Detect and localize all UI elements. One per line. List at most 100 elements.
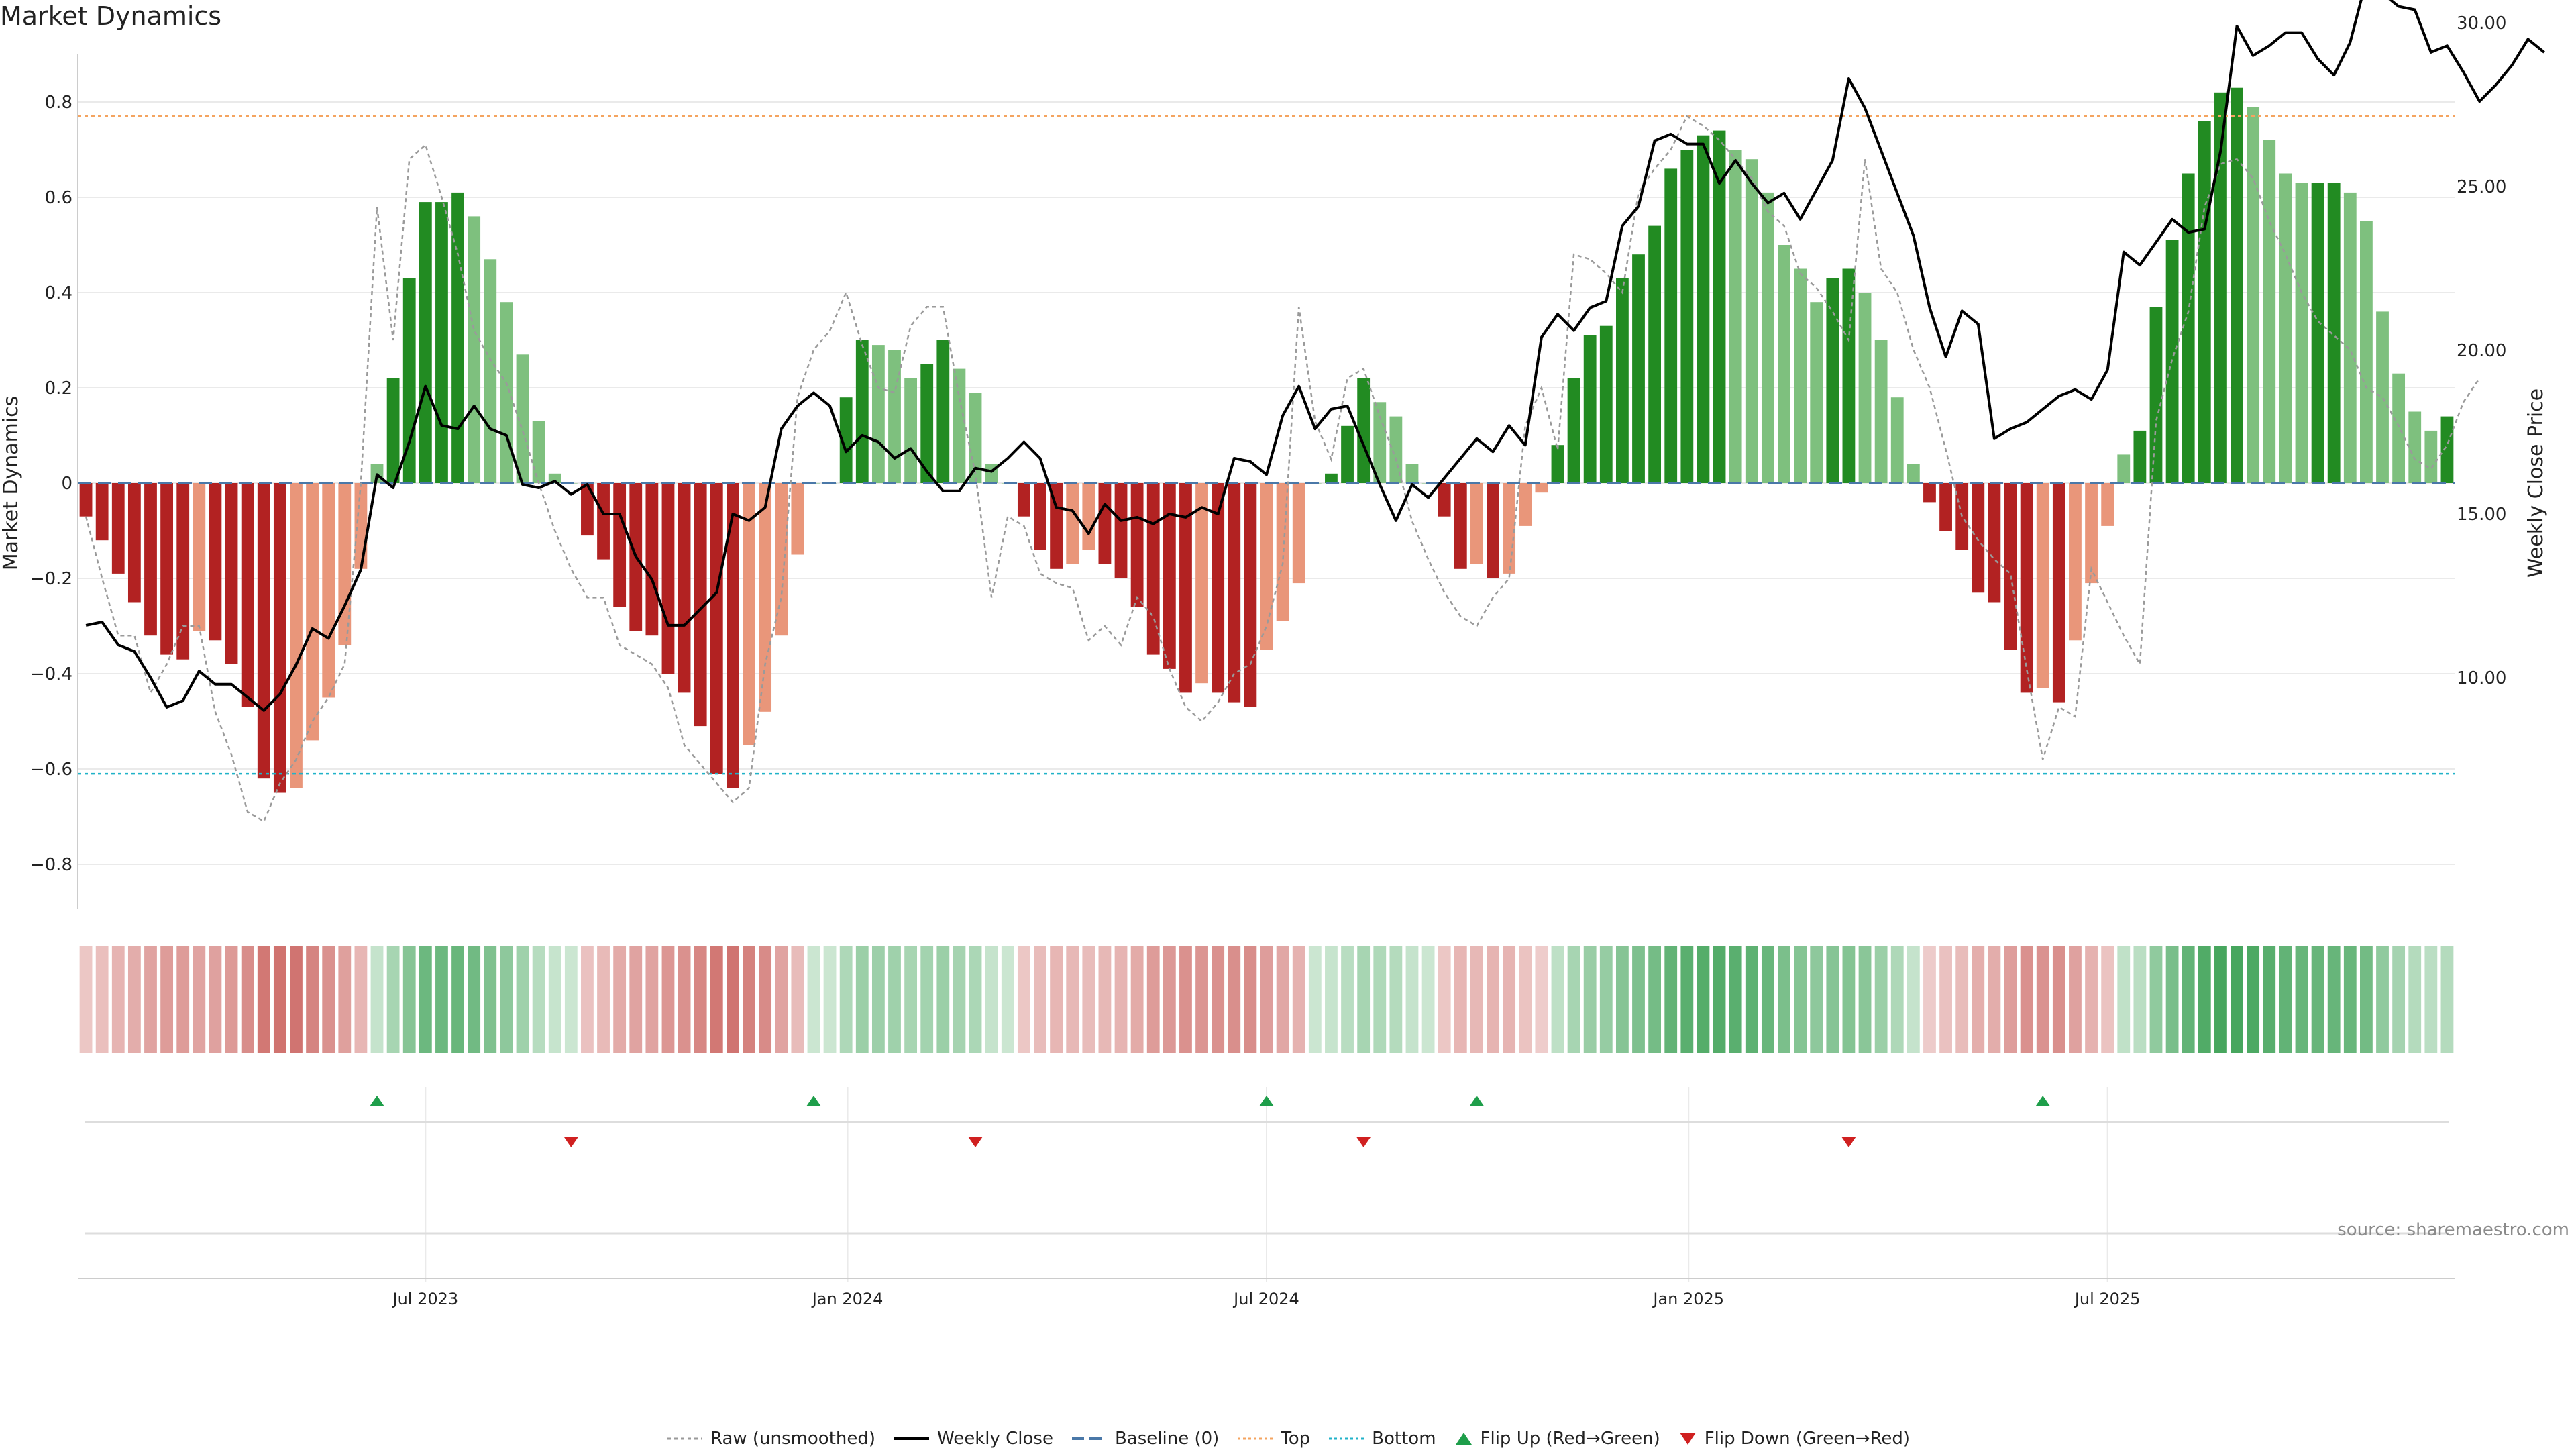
heat-cell <box>2036 946 2049 1053</box>
heat-cell <box>1195 946 1208 1053</box>
bar <box>2117 454 2131 483</box>
heat-cell <box>1114 946 1128 1053</box>
heat-cell <box>1923 946 1936 1053</box>
bar <box>273 483 286 793</box>
heat-cell <box>661 946 675 1053</box>
heat-cell <box>1050 946 1063 1053</box>
bar <box>2295 183 2308 483</box>
raw-line <box>85 115 2481 823</box>
bar <box>1939 483 1952 531</box>
legend-bottom-swatch <box>1329 1437 1364 1440</box>
y-axis-label-left: Market Dynamics <box>0 396 23 571</box>
heat-cell <box>1794 946 1807 1053</box>
bar <box>920 364 934 483</box>
chart-legend: Raw (unsmoothed) Weekly Close Baseline (… <box>0 1425 2576 1452</box>
heat-cell <box>1066 946 1079 1053</box>
heat-cell <box>1697 946 1710 1053</box>
heat-cell <box>2424 946 2438 1053</box>
heat-cell <box>1034 946 1046 1053</box>
bar <box>1260 483 1273 650</box>
bar <box>2263 140 2276 484</box>
heat-cell <box>2149 946 2163 1053</box>
bar <box>969 393 982 483</box>
bar <box>2149 307 2163 483</box>
heat-cell <box>597 946 610 1053</box>
heat-cell <box>1163 946 1176 1053</box>
bar <box>1778 245 1790 483</box>
heat-cell <box>1810 946 1823 1053</box>
bar <box>2052 483 2065 703</box>
bar <box>144 483 157 636</box>
bar <box>1195 483 1208 684</box>
heat-cell <box>1761 946 1774 1053</box>
heat-cell <box>176 946 190 1053</box>
bar <box>322 483 335 698</box>
heat-cell <box>257 946 270 1053</box>
heat-cell <box>775 946 788 1053</box>
bar <box>1212 483 1225 693</box>
heat-cell <box>209 946 222 1053</box>
heat-cell <box>419 946 432 1053</box>
bar <box>1130 483 1144 607</box>
heat-cell <box>273 946 286 1053</box>
x-tick-label: Jul 2023 <box>392 1290 459 1308</box>
bar <box>1470 483 1483 564</box>
bar <box>839 397 853 483</box>
heat-cell <box>1487 946 1499 1053</box>
bar <box>419 202 432 483</box>
x-tick-label: Jan 2025 <box>1652 1290 1724 1308</box>
heat-cell <box>2182 946 2195 1053</box>
legend-raw-swatch <box>667 1437 702 1440</box>
bar <box>1858 293 1872 483</box>
heat-cell <box>727 946 739 1053</box>
bar <box>1599 325 1613 483</box>
bar <box>661 483 675 674</box>
bar <box>1163 483 1176 669</box>
heat-cell <box>1583 946 1597 1053</box>
heat-cell <box>1082 946 1095 1053</box>
bar <box>2359 221 2373 483</box>
bar <box>1745 159 1758 483</box>
heat-cell <box>1130 946 1144 1053</box>
heat-cell <box>888 946 901 1053</box>
bar <box>386 378 400 483</box>
legend-top-swatch <box>1238 1437 1273 1440</box>
heat-cell <box>1260 946 1273 1053</box>
bar <box>1325 473 1338 483</box>
heat-cell <box>1988 946 2001 1053</box>
bar <box>1438 483 1451 517</box>
heat-cell <box>225 946 238 1053</box>
heat-cell <box>743 946 755 1053</box>
heat-cell <box>2198 946 2211 1053</box>
bar <box>1535 483 1548 493</box>
bar <box>1680 150 1694 483</box>
close-line <box>85 0 2545 712</box>
legend-top-label: Top <box>1281 1429 1311 1449</box>
bar <box>1567 378 1580 483</box>
bar <box>2004 483 2017 650</box>
heat-cell <box>791 946 804 1053</box>
heat-cell <box>2133 946 2147 1053</box>
heat-cell <box>581 946 594 1053</box>
bar <box>95 483 109 541</box>
heat-cell <box>2295 946 2308 1053</box>
legend-flip-down-icon <box>1679 1433 1696 1445</box>
heat-cell <box>1017 946 1030 1053</box>
flip-down-marker <box>1841 1137 1856 1147</box>
legend-close-label: Weekly Close <box>937 1429 1053 1449</box>
x-tick-label: Jul 2024 <box>1232 1290 1299 1308</box>
bar <box>1907 464 1920 483</box>
heat-cell <box>1405 946 1419 1053</box>
heat-cell <box>807 946 820 1053</box>
bar <box>855 340 869 483</box>
heat-cell <box>1615 946 1629 1053</box>
bar <box>953 368 966 483</box>
bar <box>79 483 93 517</box>
bar <box>2247 107 2260 484</box>
heat-cell <box>985 946 998 1053</box>
bar <box>1341 425 1354 483</box>
heat-cell <box>1874 946 1888 1053</box>
heat-cell <box>2117 946 2131 1053</box>
